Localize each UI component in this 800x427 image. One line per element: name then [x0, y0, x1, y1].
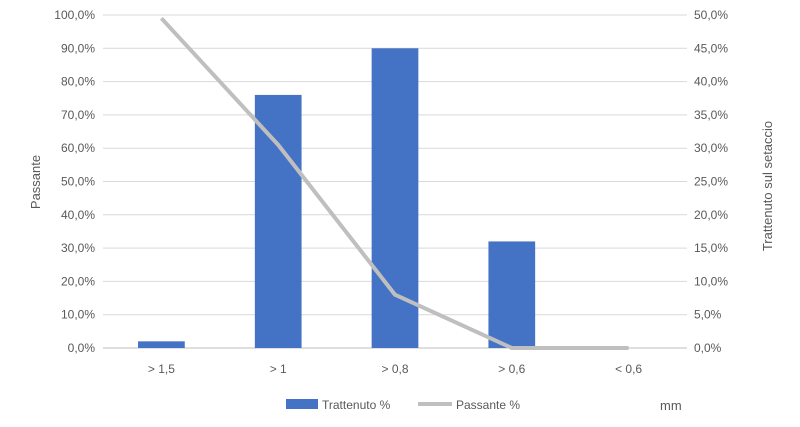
bar	[371, 48, 419, 349]
line-series	[159, 16, 629, 350]
right-axis-title: Trattenuto sul setaccio	[760, 121, 775, 251]
right-axis-ticks: 0,0% 5,0% 10,0% 15,0% 20,0% 25,0% 30,0% 35,0% 40…	[694, 8, 728, 355]
left-tick-label: 40,0%	[61, 208, 95, 222]
right-tick-label: 0,0%	[694, 341, 722, 355]
right-tick-label: 25,0%	[694, 175, 728, 189]
bar-series	[138, 48, 536, 349]
right-tick-label: 15,0%	[694, 241, 728, 255]
legend-label-bar: Trattenuto %	[322, 398, 391, 412]
left-tick-label: 50,0%	[61, 175, 95, 189]
left-tick-label: 0,0%	[68, 341, 96, 355]
left-axis-title: Passante	[28, 155, 43, 209]
x-axis-title: mm	[660, 398, 682, 413]
left-tick-label: 30,0%	[61, 241, 95, 255]
x-tick-label: > 0,6	[498, 362, 525, 376]
legend-label-line: Passante %	[456, 398, 520, 412]
x-axis-ticks: > 1,5 > 1 > 0,8 > 0,6 < 0,6	[148, 362, 643, 376]
left-tick-label: 100,0%	[54, 8, 95, 22]
bar	[138, 341, 185, 348]
right-tick-label: 40,0%	[694, 75, 728, 89]
x-tick-label: > 1,5	[148, 362, 175, 376]
left-tick-label: 70,0%	[61, 108, 95, 122]
bar	[254, 94, 302, 348]
right-tick-label: 30,0%	[694, 141, 728, 155]
right-tick-label: 5,0%	[694, 308, 722, 322]
right-tick-label: 50,0%	[694, 8, 728, 22]
x-tick-label: < 0,6	[615, 362, 642, 376]
right-tick-label: 45,0%	[694, 41, 728, 55]
legend-swatch-bar	[286, 399, 318, 409]
left-tick-label: 60,0%	[61, 141, 95, 155]
left-tick-label: 20,0%	[61, 274, 95, 288]
left-axis-ticks: 0,0% 10,0% 20,0% 30,0% 40,0% 50,0% 60,0% 70,0% 8…	[54, 8, 95, 355]
left-tick-label: 80,0%	[61, 75, 95, 89]
right-tick-label: 35,0%	[694, 108, 728, 122]
bar	[488, 241, 536, 348]
series-line	[159, 16, 629, 350]
legend: Trattenuto % Passante %	[286, 398, 520, 412]
left-tick-label: 10,0%	[61, 308, 95, 322]
right-tick-label: 20,0%	[694, 208, 728, 222]
right-tick-label: 10,0%	[694, 274, 728, 288]
x-tick-label: > 0,8	[381, 362, 408, 376]
x-tick-label: > 1	[270, 362, 287, 376]
left-tick-label: 90,0%	[61, 41, 95, 55]
